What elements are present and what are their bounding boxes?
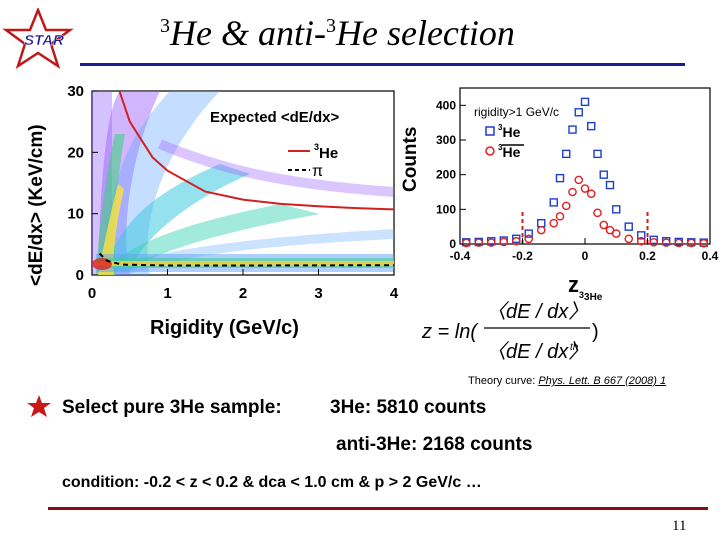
- anti3he-point: [474, 238, 484, 247]
- z-legend-anti3he-marker: [485, 146, 495, 156]
- star-logo-shape: [2, 8, 74, 69]
- z-legend-3he-marker: [485, 126, 495, 136]
- z-legend-3he-label: 3He: [498, 123, 521, 140]
- anti3he-point: [580, 184, 590, 193]
- count-anti3he: anti-3He: 2168 counts: [336, 434, 533, 455]
- he3-point: [568, 125, 577, 134]
- dedx-rigidity-chart: 0 1 2 3 4 0 10 20 30 Expected <dE/dx> 3He π Rig…: [26, 83, 399, 339]
- z-x-tick-label: 0.4: [702, 249, 719, 263]
- formula-numerator: 〈dE / dx〉: [486, 301, 588, 323]
- dedx-x-tick-label: 3: [314, 285, 322, 302]
- z-y-tick-label: 200: [436, 168, 456, 182]
- star-logo: STAR: [2, 8, 74, 69]
- z-y-axis-label: Counts: [400, 127, 421, 192]
- anti3he-point: [586, 189, 596, 199]
- z-x-tick-label: -0.2: [512, 249, 533, 263]
- star-logo-text: STAR: [24, 32, 64, 49]
- theory-3he-curve: [118, 91, 394, 211]
- anti3he-point: [536, 225, 546, 235]
- dedx-y-tick-label: 30: [67, 83, 84, 100]
- anti3he-point: [593, 208, 602, 218]
- legend-3he-label: 3He: [314, 142, 338, 162]
- footer-rule: [48, 507, 708, 510]
- he3-point: [637, 231, 646, 240]
- legend-pion-label: π: [312, 163, 323, 180]
- z-x-tick-label: 0: [582, 249, 589, 263]
- z-x-tick-label: 0.2: [639, 249, 656, 263]
- anti3he-point: [661, 238, 671, 247]
- anti3he-point: [624, 234, 634, 244]
- anti3he-point: [486, 238, 496, 247]
- dedx-x-tick-label: 1: [163, 285, 171, 302]
- he3-point: [580, 97, 590, 107]
- z-distribution-chart: -0.4 -0.2 0 0.2 0.4 0 100 200 300 400 rigidity>1…: [400, 87, 719, 303]
- dedx-x-tick-label: 0: [88, 285, 96, 302]
- z-formula: z = ln( 〈dE / dx〉 〈dE / dx〉 th ): [421, 301, 599, 363]
- slide-title: 3He & anti-3He selection: [160, 13, 515, 53]
- z-y-tick-label: 300: [436, 133, 456, 147]
- theory-reference: Theory curve: Phys. Lett. B 667 (2008) 1: [468, 375, 667, 387]
- anti3he-point: [461, 238, 471, 248]
- he3-point: [624, 222, 633, 231]
- dedx-y-axis-label: <dE/dx> (KeV/cm): [26, 124, 47, 286]
- dedx-x-tick-label: 4: [390, 285, 399, 302]
- he3-point: [562, 149, 571, 159]
- he3-point: [612, 205, 621, 214]
- formula-den-sub: th: [570, 342, 579, 353]
- page-number: 11: [672, 518, 687, 534]
- he3-point: [587, 121, 596, 131]
- z-legend-anti3he-label: 3He: [498, 143, 521, 160]
- dedx-y-tick-label: 0: [76, 267, 84, 284]
- legend-title: Expected <dE/dx>: [210, 109, 339, 126]
- theory-pion-curve: [98, 252, 394, 267]
- anti3he-point: [568, 187, 577, 197]
- dedx-y-tick-label: 20: [67, 144, 84, 161]
- density-bands: [92, 91, 394, 275]
- anti3he-point: [574, 175, 584, 185]
- dedx-x-axis-label: Rigidity (GeV/c): [150, 317, 299, 339]
- anti3he-point: [599, 220, 609, 230]
- bullet-label: Select pure 3He sample:: [62, 397, 282, 418]
- anti3he-point: [699, 239, 709, 248]
- anti3he-point: [605, 225, 615, 235]
- z-y-tick-label: 400: [436, 98, 456, 112]
- dedx-y-tick-label: 10: [67, 206, 84, 223]
- bullet-star-icon: [27, 395, 51, 417]
- anti3he-point: [499, 237, 509, 247]
- anti3he-point: [549, 218, 559, 228]
- z-y-tick-label: 100: [436, 202, 456, 216]
- he3-point: [593, 149, 602, 159]
- z-plot-frame: [459, 87, 711, 245]
- he3-point: [605, 180, 615, 190]
- he3-point: [549, 198, 558, 207]
- theory-reference-link[interactable]: Phys. Lett. B 667 (2008) 1: [538, 375, 667, 387]
- selection-condition: condition: -0.2 < z < 0.2 & dca < 1.0 cm…: [62, 474, 482, 491]
- dedx-x-tick-label: 2: [239, 285, 247, 302]
- z-annotation: rigidity>1 GeV/c: [474, 105, 559, 119]
- anti3he-point: [524, 234, 534, 244]
- formula-lhs: z = ln(: [421, 321, 479, 343]
- anti3he-point: [611, 229, 621, 238]
- anti3he-point: [555, 211, 565, 221]
- anti3he-point: [649, 237, 659, 247]
- z-y-tick-label: 0: [449, 237, 456, 251]
- he3-point: [524, 229, 533, 238]
- z-x-axis-label: z33He: [568, 272, 603, 303]
- anti3he-point: [561, 201, 571, 211]
- he3-point: [574, 108, 583, 117]
- he3-point: [599, 170, 608, 179]
- anti3he-point: [674, 238, 684, 248]
- anti3he-point: [511, 236, 521, 246]
- title-rule: [80, 63, 685, 66]
- anti3he-point: [686, 238, 696, 248]
- anti3he-point: [636, 236, 646, 246]
- he3-point: [555, 173, 565, 183]
- z-x-tick-label: -0.4: [450, 249, 471, 263]
- count-3he: 3He: 5810 counts: [330, 397, 487, 418]
- formula-rhs: ): [592, 321, 599, 343]
- formula-denominator: 〈dE / dx〉: [486, 341, 588, 363]
